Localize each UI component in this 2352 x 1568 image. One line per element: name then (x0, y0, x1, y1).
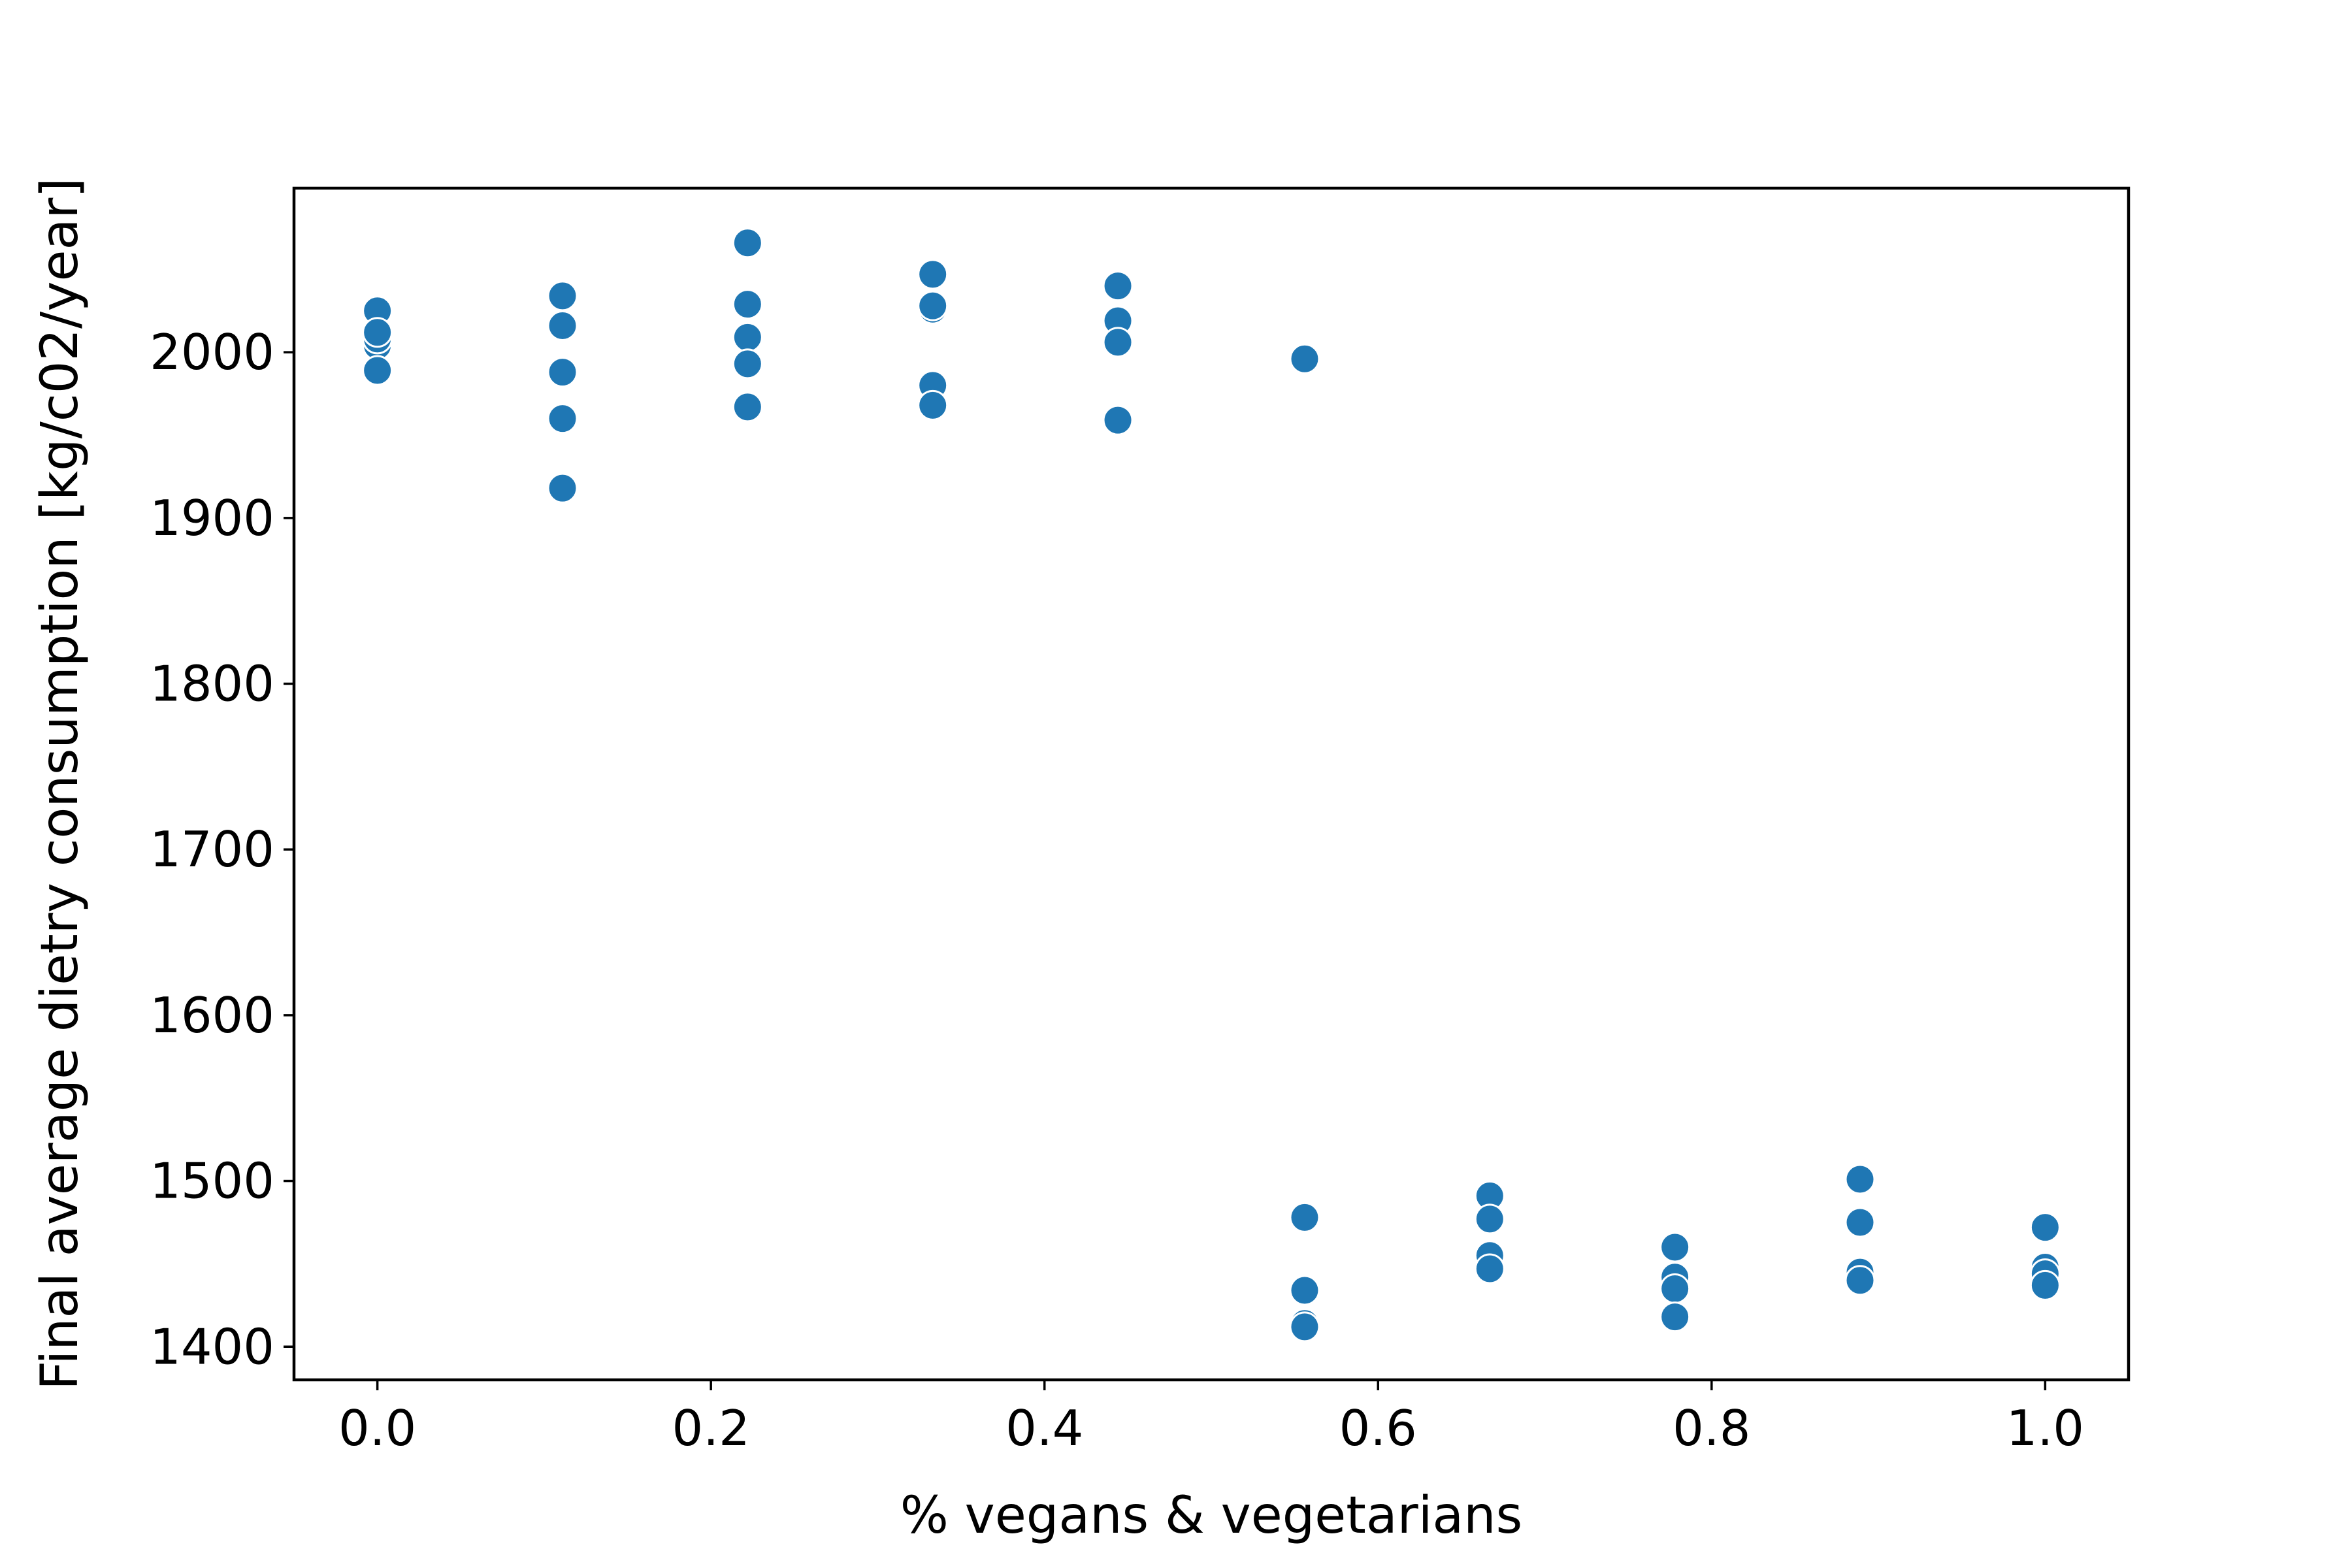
y-axis: 1400 1500 1600 1700 1800 1900 2000 (150, 323, 294, 1375)
data-point (917, 259, 949, 290)
y-tick-label: 1700 (150, 821, 274, 878)
plot-frame (292, 186, 2131, 1382)
data-point (547, 403, 578, 434)
data-point (1474, 1253, 1505, 1284)
data-point (1102, 270, 1134, 302)
data-point (1289, 343, 1320, 374)
y-axis-label: Final average dietry consumption [kg/c02… (31, 178, 90, 1390)
x-axis: 0.0 0.2 0.4 0.6 0.8 1.0 (338, 1380, 2084, 1457)
data-point (732, 321, 763, 353)
x-tick-label: 0.6 (1339, 1399, 1417, 1457)
data-points (362, 227, 2061, 1343)
x-tick-label: 0.8 (1673, 1399, 1750, 1457)
data-point (362, 355, 393, 386)
data-point (547, 280, 578, 312)
data-point (732, 289, 763, 320)
x-tick-label: 1.0 (2006, 1399, 2084, 1457)
y-tick-label: 1800 (150, 655, 274, 713)
data-point (1289, 1275, 1320, 1306)
x-tick-label: 0.2 (672, 1399, 750, 1457)
data-point (1844, 1207, 1876, 1238)
x-tick-label: 0.0 (338, 1399, 416, 1457)
y-tick-label: 1900 (150, 489, 274, 547)
data-point (1289, 1311, 1320, 1343)
y-tick-label: 1400 (150, 1318, 274, 1375)
data-point (1102, 327, 1134, 358)
data-point (917, 389, 949, 421)
data-point (2029, 1212, 2061, 1243)
data-point (362, 317, 393, 348)
data-point (732, 391, 763, 423)
data-point (732, 348, 763, 380)
data-point (1659, 1273, 1691, 1304)
y-tick-label: 1500 (150, 1152, 274, 1210)
data-point (1474, 1203, 1505, 1235)
data-point (1289, 1201, 1320, 1233)
data-point (2029, 1269, 2061, 1301)
y-tick-label: 1600 (150, 987, 274, 1044)
y-tick-label: 2000 (150, 323, 274, 381)
data-point (547, 357, 578, 388)
data-point (1659, 1232, 1691, 1263)
x-axis-label: % vegans & vegetarians (900, 1486, 1523, 1545)
data-point (732, 227, 763, 259)
data-point (547, 310, 578, 342)
data-point (547, 472, 578, 504)
x-tick-label: 0.4 (1005, 1399, 1083, 1457)
data-point (1102, 404, 1134, 436)
data-point (1659, 1301, 1691, 1333)
data-point (1844, 1265, 1876, 1296)
data-point (917, 290, 949, 321)
data-point (1844, 1164, 1876, 1195)
